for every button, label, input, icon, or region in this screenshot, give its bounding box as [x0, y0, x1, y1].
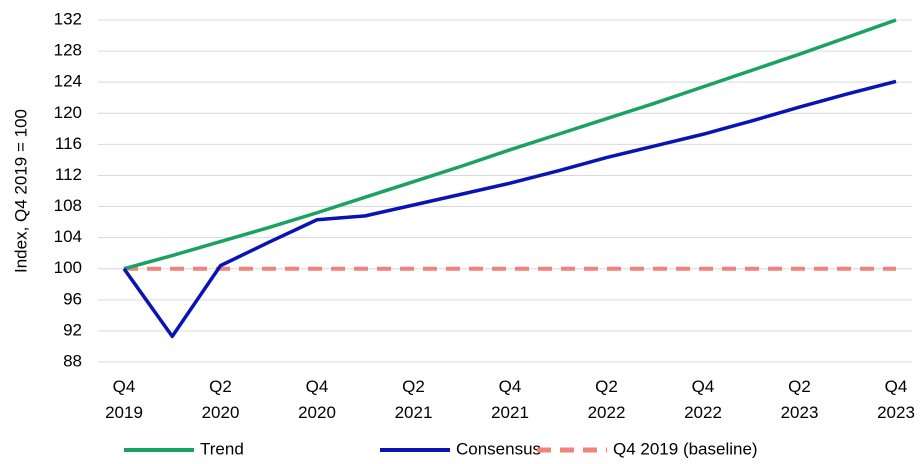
y-tick-label: 124	[54, 72, 82, 91]
y-tick-label: 132	[54, 9, 82, 28]
legend-item: Q4 2019 (baseline)	[537, 439, 758, 458]
x-tick-label: Q2 2023	[781, 377, 819, 422]
legend-label: Q4 2019 (baseline)	[613, 439, 758, 458]
x-tick-label: Q2 2022	[588, 377, 626, 422]
line-series	[122, 79, 897, 339]
y-tick-label: 104	[54, 227, 82, 246]
y-tick-label: 96	[63, 289, 82, 308]
legend-label: Consensus	[456, 439, 541, 458]
line-series	[123, 18, 897, 271]
x-tick-label: Q2 2020	[202, 377, 240, 422]
legend-label: Trend	[200, 439, 244, 458]
x-tick-label: Q4 2023	[877, 377, 915, 422]
x-tick-label: Q4 2020	[298, 377, 336, 422]
y-axis-label: Index, Q4 2019 = 100	[11, 109, 30, 273]
x-tick-label: Q2 2021	[395, 377, 433, 422]
legend-item: Trend	[124, 439, 244, 458]
legend-item: Consensus	[380, 439, 541, 458]
y-tick-label: 88	[63, 351, 82, 370]
y-tick-label: 112	[55, 165, 82, 184]
x-tick-label: Q4 2019	[105, 377, 143, 422]
y-tick-label: 128	[54, 41, 82, 60]
y-tick-label: 120	[54, 103, 82, 122]
y-tick-label: 116	[55, 134, 82, 153]
y-tick-label: 92	[63, 320, 82, 339]
y-tick-label: 108	[54, 196, 82, 215]
y-tick-label: 100	[54, 258, 82, 277]
x-tick-label: Q4 2022	[684, 377, 722, 422]
x-tick-label: Q4 2021	[491, 377, 529, 422]
